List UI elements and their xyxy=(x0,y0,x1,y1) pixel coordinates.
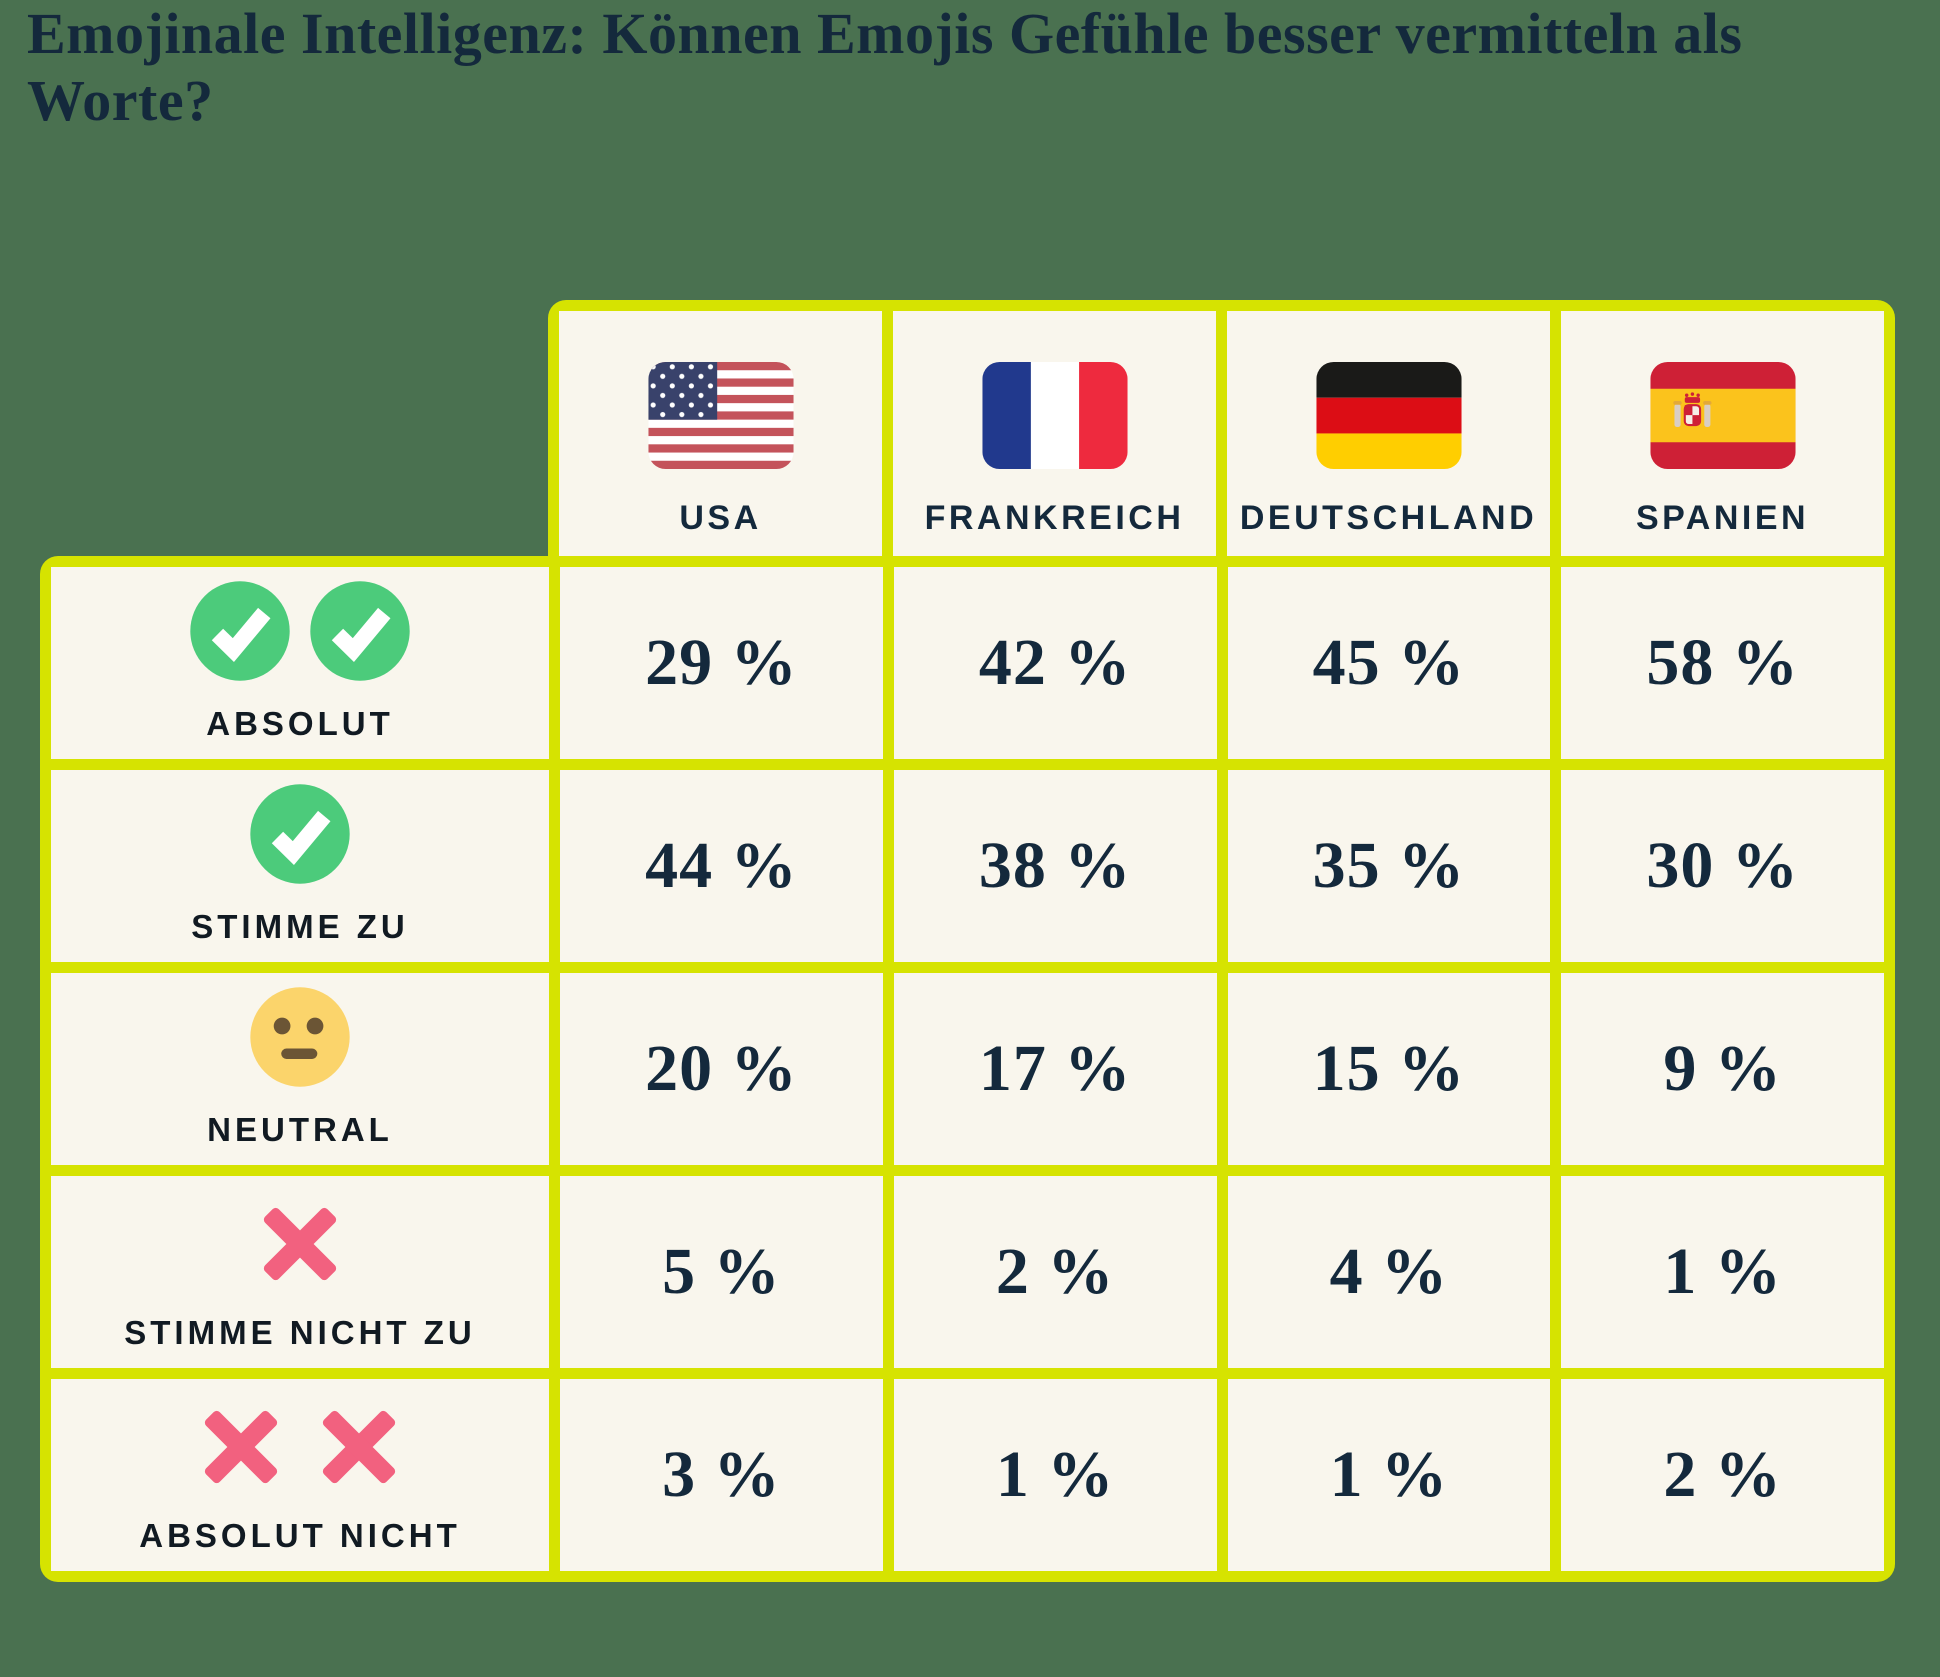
value-cell-stimme-zu-frankreich: 38 % xyxy=(893,770,1217,962)
value-cell-absolut-nicht-frankreich: 1 % xyxy=(893,1379,1217,1571)
pink-x-icon xyxy=(204,1410,278,1484)
value-cell-stimme-nicht-zu-frankreich: 2 % xyxy=(893,1176,1217,1368)
double-green-check xyxy=(188,579,412,683)
value-cell-absolut-spanien: 58 % xyxy=(1561,567,1884,759)
header-cell-usa: USA xyxy=(559,311,882,556)
neutral-face-icon xyxy=(250,987,350,1087)
value-cell-absolut-frankreich: 42 % xyxy=(893,567,1217,759)
value-cell-stimme-nicht-zu-usa: 5 % xyxy=(560,1176,883,1368)
value-cell-stimme-nicht-zu-spanien: 1 % xyxy=(1561,1176,1884,1368)
value-cell-neutral-frankreich: 17 % xyxy=(893,973,1217,1165)
value-cell-stimme-nicht-zu-deutschland: 4 % xyxy=(1227,1176,1551,1368)
row-label-cell-neutral: NEUTRAL xyxy=(51,973,549,1165)
germany-flag-icon xyxy=(1315,362,1462,469)
data-table: ABSOLUT 29 % 42 % 45 % 58 % STIMME ZU 44… xyxy=(40,556,1895,1582)
value-cell-neutral-usa: 20 % xyxy=(560,973,883,1165)
value-cell-neutral-deutschland: 15 % xyxy=(1227,973,1551,1165)
row-label: STIMME ZU xyxy=(191,908,409,945)
row-label-cell-absolut: ABSOLUT xyxy=(51,567,549,759)
row-label-cell-absolut-nicht: ABSOLUT NICHT xyxy=(51,1379,549,1571)
green-check-icon xyxy=(250,784,350,884)
column-label-deutschland: DEUTSCHLAND xyxy=(1239,499,1538,537)
value-cell-absolut-nicht-usa: 3 % xyxy=(560,1379,883,1571)
header-cell-spanien: SPANIEN xyxy=(1561,311,1884,556)
single-pink-x xyxy=(252,1196,348,1292)
green-check-icon xyxy=(310,581,410,681)
value-cell-absolut-nicht-spanien: 2 % xyxy=(1561,1379,1884,1571)
green-check-icon xyxy=(190,581,290,681)
header-cell-deutschland: DEUTSCHLAND xyxy=(1227,311,1550,556)
row-label: ABSOLUT xyxy=(206,705,394,742)
country-header-row: USA FRANKREICH DEU xyxy=(548,300,1895,567)
value-cell-stimme-zu-deutschland: 35 % xyxy=(1227,770,1551,962)
page-title: Emojinale Intelligenz: Können Emojis Gef… xyxy=(27,1,1743,134)
value-cell-absolut-usa: 29 % xyxy=(560,567,883,759)
value-cell-neutral-spanien: 9 % xyxy=(1561,973,1884,1165)
usa-flag-icon xyxy=(647,362,794,469)
column-label-spanien: SPANIEN xyxy=(1635,499,1810,537)
single-green-check xyxy=(248,782,352,886)
value-cell-absolut-nicht-deutschland: 1 % xyxy=(1227,1379,1551,1571)
row-label: STIMME NICHT ZU xyxy=(124,1314,476,1351)
spain-flag-icon xyxy=(1649,362,1796,469)
column-label-usa: USA xyxy=(679,499,762,537)
row-label-cell-stimme-nicht-zu: STIMME NICHT ZU xyxy=(51,1176,549,1368)
pink-x-icon xyxy=(322,1410,396,1484)
header-cell-frankreich: FRANKREICH xyxy=(893,311,1216,556)
column-label-frankreich: FRANKREICH xyxy=(924,499,1185,537)
double-pink-x xyxy=(193,1399,407,1495)
row-label: NEUTRAL xyxy=(207,1111,393,1148)
neutral-face xyxy=(248,985,352,1089)
value-cell-stimme-zu-usa: 44 % xyxy=(560,770,883,962)
row-label-cell-stimme-zu: STIMME ZU xyxy=(51,770,549,962)
value-cell-absolut-deutschland: 45 % xyxy=(1227,567,1551,759)
pink-x-icon xyxy=(263,1207,337,1281)
france-flag-icon xyxy=(981,362,1128,469)
value-cell-stimme-zu-spanien: 30 % xyxy=(1561,770,1884,962)
row-label: ABSOLUT NICHT xyxy=(139,1517,461,1554)
